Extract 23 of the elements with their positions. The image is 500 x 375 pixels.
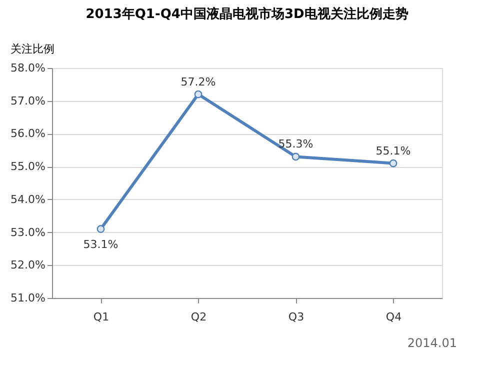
y-tick-label: 56.0% bbox=[10, 127, 46, 140]
y-tick-label: 57.0% bbox=[10, 94, 46, 108]
x-tick-label: Q3 bbox=[288, 310, 304, 324]
y-axis-title: 关注比例 bbox=[10, 42, 54, 56]
data-label: 55.3% bbox=[278, 138, 314, 151]
y-tick-label: 54.0% bbox=[10, 192, 46, 206]
chart-title: 2013年Q1-Q4中国液晶电视市场3D电视关注比例走势 bbox=[86, 6, 408, 22]
x-tick-label: Q4 bbox=[386, 310, 402, 324]
y-tick-label: 51.0% bbox=[10, 292, 46, 304]
y-tick-label: 53.0% bbox=[10, 226, 46, 239]
point bbox=[194, 90, 202, 98]
point bbox=[96, 225, 105, 233]
y-tick-label: 52.0% bbox=[10, 258, 46, 272]
point bbox=[389, 159, 398, 168]
data-label: 53.1% bbox=[83, 238, 118, 251]
x-tick-label: Q2 bbox=[190, 310, 207, 324]
y-tick-label: 58.0% bbox=[10, 62, 46, 74]
x-tick-label: Q1 bbox=[93, 310, 110, 324]
text: 2014.01 bbox=[407, 336, 457, 350]
data-label: 55.1% bbox=[376, 144, 411, 158]
point bbox=[292, 152, 300, 161]
data-label: 57.2% bbox=[180, 75, 216, 88]
y-tick-label: 55.0% bbox=[10, 160, 46, 174]
